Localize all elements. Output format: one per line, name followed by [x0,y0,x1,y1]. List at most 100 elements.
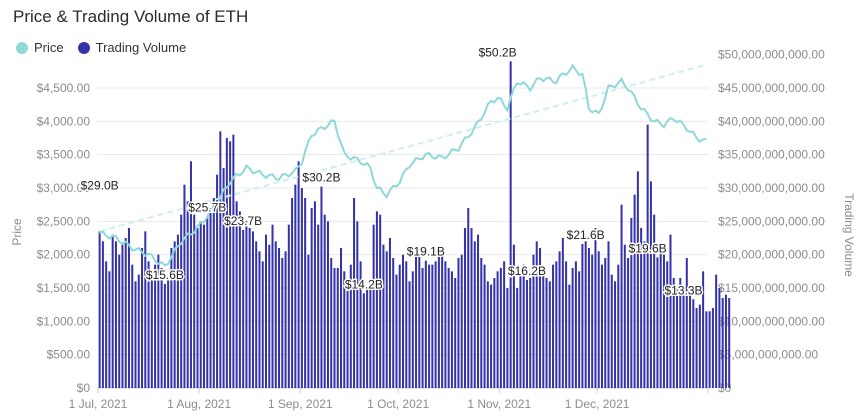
volume-data-label: $23.7B [224,214,262,228]
volume-bar [512,244,515,388]
price-legend-dot [16,41,28,54]
volume-bar [574,261,577,388]
volume-bar [672,278,675,388]
volume-label-halo: $13.3B [665,283,703,297]
volume-bar [385,251,388,388]
volume-bar [470,228,473,388]
x-tick-label: 1 Nov, 2021 [467,397,531,411]
volume-bar [229,141,232,388]
y2-tick-label: $40,000,000,000.00 [718,114,825,128]
volume-bar [398,264,401,388]
volume-bar [447,268,450,388]
volume-bar [271,224,274,388]
volume-bar [561,238,564,388]
volume-bar [353,198,356,388]
volume-data-label: $19.1B [407,245,445,259]
volume-data-label: $16.2B [508,264,546,278]
y2-tick-label: $5,000,000,000.00 [718,348,818,362]
volume-bar [558,251,561,388]
volume-bar [535,241,538,388]
volume-bar [721,298,724,388]
volume-bar [238,211,241,388]
volume-data-label: $14.2B [345,277,383,291]
volume-bar [346,284,349,388]
volume-bar [209,208,212,388]
volume-bar [388,238,391,388]
volume-bar [173,241,176,388]
volume-bar [369,281,372,388]
volume-bar [480,258,483,388]
volume-bar [552,264,555,388]
volume-bar [411,271,414,388]
volume-bar [463,228,466,388]
volume-bar [291,198,294,388]
volume-bar [568,284,571,388]
volume-bar [493,278,496,388]
y-tick-label: $4,500.00 [37,81,91,95]
volume-bar [147,261,150,388]
volume-bar [183,184,186,388]
volume-bar [516,288,519,388]
volume-bar [633,194,636,388]
volume-bar [705,311,708,388]
volume-bar [689,288,692,388]
volume-bar [424,260,427,388]
chart-legend: Price Trading Volume [16,40,200,55]
volume-bar [255,241,258,388]
volume-bar [584,241,587,388]
volume-bar [486,281,489,388]
y2-tick-label: $15,000,000,000.00 [718,281,825,295]
volume-bar [617,264,620,388]
volume-bar [124,238,127,388]
volume-bar [630,218,633,388]
y2-tick-label: $35,000,000,000.00 [718,148,825,162]
volume-bar [251,231,254,388]
volume-bar [225,138,228,388]
volume-bar [372,224,375,388]
volume-bar [101,241,104,388]
volume-data-label: $30.2B [302,171,340,185]
volume-label-halo: $50.2B [479,45,517,59]
volume-bar [108,271,111,388]
volume-bar [356,221,359,388]
volume-bar [170,248,173,388]
volume-bar [105,261,108,388]
volume-bar [330,258,333,388]
volume-bar [284,251,287,388]
volume-bar [418,254,421,388]
price-trend-line [99,63,707,233]
volume-data-label: $50.2B [479,45,517,59]
volume-bar [496,271,499,388]
legend-item-volume[interactable]: Trading Volume [77,40,186,55]
volume-bar [261,261,264,388]
volume-bar [199,221,202,388]
volume-bar [529,278,532,388]
volume-bar [186,201,189,388]
volume-bar [320,186,323,388]
volume-bar [571,268,574,388]
volume-bar [176,234,179,388]
y-tick-label: $3,500.00 [37,148,91,162]
volume-data-label: $21.6B [567,228,605,242]
volume-bar [242,230,245,388]
volume-bar [281,258,284,388]
volume-bar [401,254,405,388]
volume-bar [268,244,271,388]
volume-bar [366,289,369,388]
volume-bar [620,204,623,388]
volume-bar [245,221,248,388]
legend-item-price[interactable]: Price [16,40,64,55]
volume-bar [600,264,603,388]
volume-bar [545,278,548,388]
volume-bar [711,308,714,388]
y-tick-label: $1,500.00 [37,281,91,295]
volume-bar [614,281,617,388]
volume-bar [144,231,147,388]
volume-bar [235,201,238,388]
volume-bar [359,261,362,388]
volume-label-halo: $30.2B [302,171,340,185]
volume-bar [216,174,219,388]
volume-label-halo: $16.2B [508,264,546,278]
volume-data-label: $15.6B [146,268,184,282]
